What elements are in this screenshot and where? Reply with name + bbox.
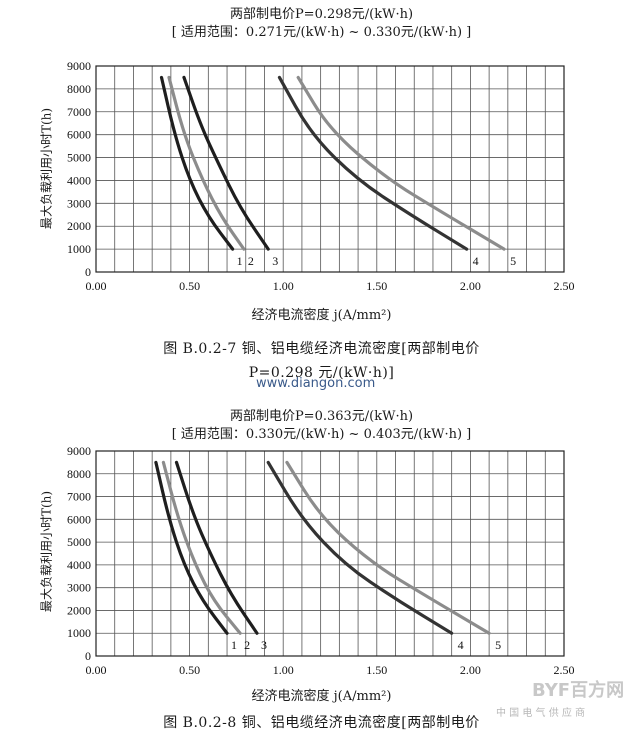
x-tick-label: 2.00 <box>460 663 481 677</box>
y-tick-label: 0 <box>85 265 91 279</box>
x-tick-label: 0.00 <box>86 663 107 677</box>
y-tick-label: 0 <box>85 649 91 663</box>
series-line-5 <box>285 460 491 635</box>
y-tick-label: 9000 <box>67 59 91 73</box>
x-tick-label: 1.50 <box>366 279 387 293</box>
y-tick-label: 9000 <box>67 444 91 458</box>
chart1-x-axis-label: 经济电流密度 j(A/mm²) <box>251 308 392 323</box>
y-tick-label: 3000 <box>67 196 91 210</box>
curve-label-2: 2 <box>248 254 254 268</box>
chart2-caption: 图 B.0.2-8 铜、铝电缆经济电流密度[两部制电价 <box>163 715 480 731</box>
y-tick-label: 7000 <box>67 105 91 119</box>
watermark: www.diangon.com <box>256 376 376 391</box>
chart1-caption-line2: P=0.298 元/(kW·h)] <box>248 365 395 381</box>
chart1-subtitle: [ 适用范围：0.271元/(kW·h) ~ 0.330元/(kW·h) ] <box>171 25 472 40</box>
series-line-3 <box>182 75 270 251</box>
y-tick-label: 6000 <box>67 512 91 526</box>
plot-frame <box>95 450 565 657</box>
y-tick-label: 5000 <box>67 535 91 549</box>
chart2-group: 0 1000 2000 3000 4000 5000 6000 7000 8000 9000 0.0… <box>67 444 575 677</box>
series-line-1 <box>159 75 235 251</box>
curve-label-3: 3 <box>272 254 278 268</box>
x-tick-label: 1.50 <box>366 663 387 677</box>
x-tick-label: 1.00 <box>273 279 294 293</box>
y-tick-label: 2000 <box>67 603 91 617</box>
chart1-title: 两部制电价P=0.298元/(kW·h) <box>229 7 414 22</box>
y-tick-label: 2000 <box>67 219 91 233</box>
curve-label-2: 2 <box>244 638 250 652</box>
y-tick-label: 6000 <box>67 128 91 142</box>
y-tick-label: 8000 <box>67 467 91 481</box>
series-line-2 <box>161 460 242 635</box>
y-tick-label: 8000 <box>67 82 91 96</box>
y-tick-label: 5000 <box>67 151 91 165</box>
logo-subtext: 中 国 电 气 供 应 商 <box>496 708 586 719</box>
chart1-group: 0 1000 2000 3000 4000 5000 6000 7000 8000 9000 0.0… <box>67 59 575 293</box>
chart2-subtitle: [ 适用范围：0.330元/(kW·h) ~ 0.403元/(kW·h) ] <box>171 427 472 442</box>
series-line-2 <box>167 75 246 251</box>
chart2-x-axis-label: 经济电流密度 j(A/mm²) <box>251 689 392 704</box>
y-tick-label: 1000 <box>67 626 91 640</box>
series-line-3 <box>174 460 259 635</box>
series-line-1 <box>154 460 229 635</box>
series-line-4 <box>277 75 469 251</box>
x-tick-label: 1.00 <box>273 663 294 677</box>
curve-label-4: 4 <box>458 638 464 652</box>
curve-label-1: 1 <box>237 254 243 268</box>
x-tick-label: 0.00 <box>86 279 107 293</box>
curve-label-3: 3 <box>261 638 267 652</box>
y-tick-label: 7000 <box>67 490 91 504</box>
y-tick-label: 1000 <box>67 242 91 256</box>
y-tick-label: 4000 <box>67 173 91 187</box>
x-tick-label: 2.50 <box>554 279 575 293</box>
x-tick-label: 2.00 <box>460 279 481 293</box>
chart1-caption: 图 B.0.2-7 铜、铝电缆经济电流密度[两部制电价 <box>163 341 480 357</box>
curve-label-4: 4 <box>473 254 479 268</box>
series-line-4 <box>266 460 454 635</box>
curve-label-5: 5 <box>495 638 501 652</box>
y-tick-label: 3000 <box>67 581 91 595</box>
x-tick-label: 0.50 <box>179 279 200 293</box>
x-tick-label: 2.50 <box>554 663 575 677</box>
y-tick-label: 4000 <box>67 558 91 572</box>
logo-text: BYF百方网 <box>532 680 625 701</box>
curve-label-5: 5 <box>510 254 516 268</box>
x-tick-label: 0.50 <box>179 663 200 677</box>
plot-frame <box>95 65 565 273</box>
curve-label-1: 1 <box>231 638 237 652</box>
series-line-5 <box>296 75 506 251</box>
chart2-title: 两部制电价P=0.363元/(kW·h) <box>229 409 414 424</box>
